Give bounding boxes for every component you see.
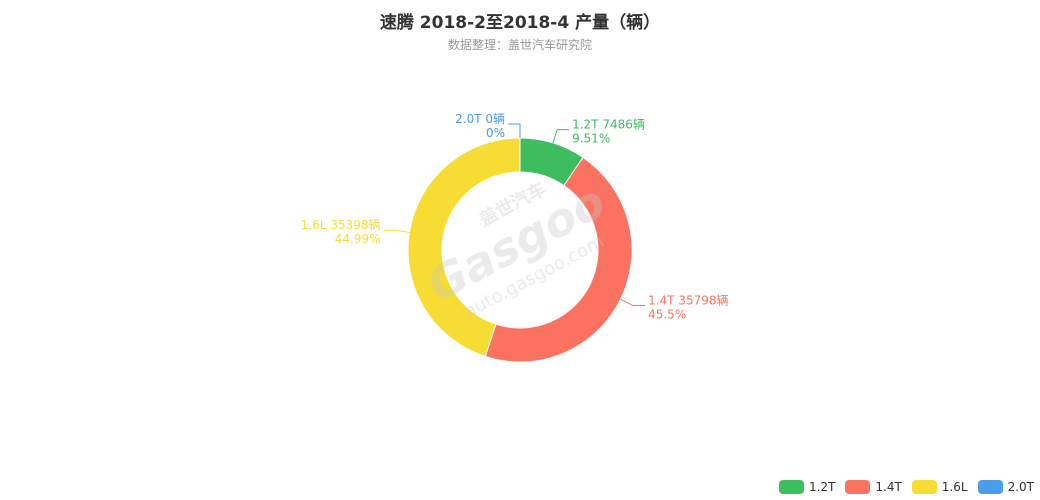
- legend-label: 1.2T: [808, 480, 836, 494]
- legend-item-14t[interactable]: 1.4T: [845, 480, 902, 494]
- slice-percent-12t: 9.51%: [572, 132, 610, 146]
- legend-label: 1.6L: [941, 480, 968, 494]
- slice-percent-14t: 45.5%: [648, 308, 686, 322]
- legend-swatch: [778, 480, 804, 494]
- leader-line-20t: [508, 123, 521, 138]
- legend-swatch: [977, 480, 1003, 494]
- slice-label-20t: 2.0T 0辆: [455, 112, 505, 126]
- legend-swatch: [845, 480, 871, 494]
- slice-label-16l: 1.6L 35398辆: [301, 218, 381, 232]
- slice-percent-20t: 0%: [486, 126, 505, 140]
- legend-label: 1.4T: [875, 480, 902, 494]
- slice-label-12t: 1.2T 7486辆: [572, 118, 645, 132]
- legend-item-12t[interactable]: 1.2T: [778, 480, 836, 494]
- chart-subtitle: 数据整理：盖世汽车研究院: [447, 38, 592, 52]
- slice-label-14t: 1.4T 35798辆: [648, 294, 728, 308]
- legend-label: 2.0T: [1007, 480, 1034, 494]
- legend-item-20t[interactable]: 2.0T: [977, 480, 1034, 494]
- leader-line-16l: [383, 229, 410, 233]
- chart-title: 速腾 2018-2至2018-4 产量（辆）: [379, 13, 661, 33]
- legend: 1.2T 1.4T 1.6L 2.0T: [778, 480, 1034, 494]
- slices-group: [407, 137, 633, 363]
- slice-percent-16l: 44.99%: [335, 232, 381, 246]
- legend-swatch: [911, 480, 937, 494]
- leader-line-14t: [620, 298, 646, 307]
- legend-item-16l[interactable]: 1.6L: [911, 480, 968, 494]
- leader-line-12t: [552, 129, 570, 144]
- slice-14t[interactable]: [484, 156, 633, 363]
- slice-16l[interactable]: [407, 137, 521, 358]
